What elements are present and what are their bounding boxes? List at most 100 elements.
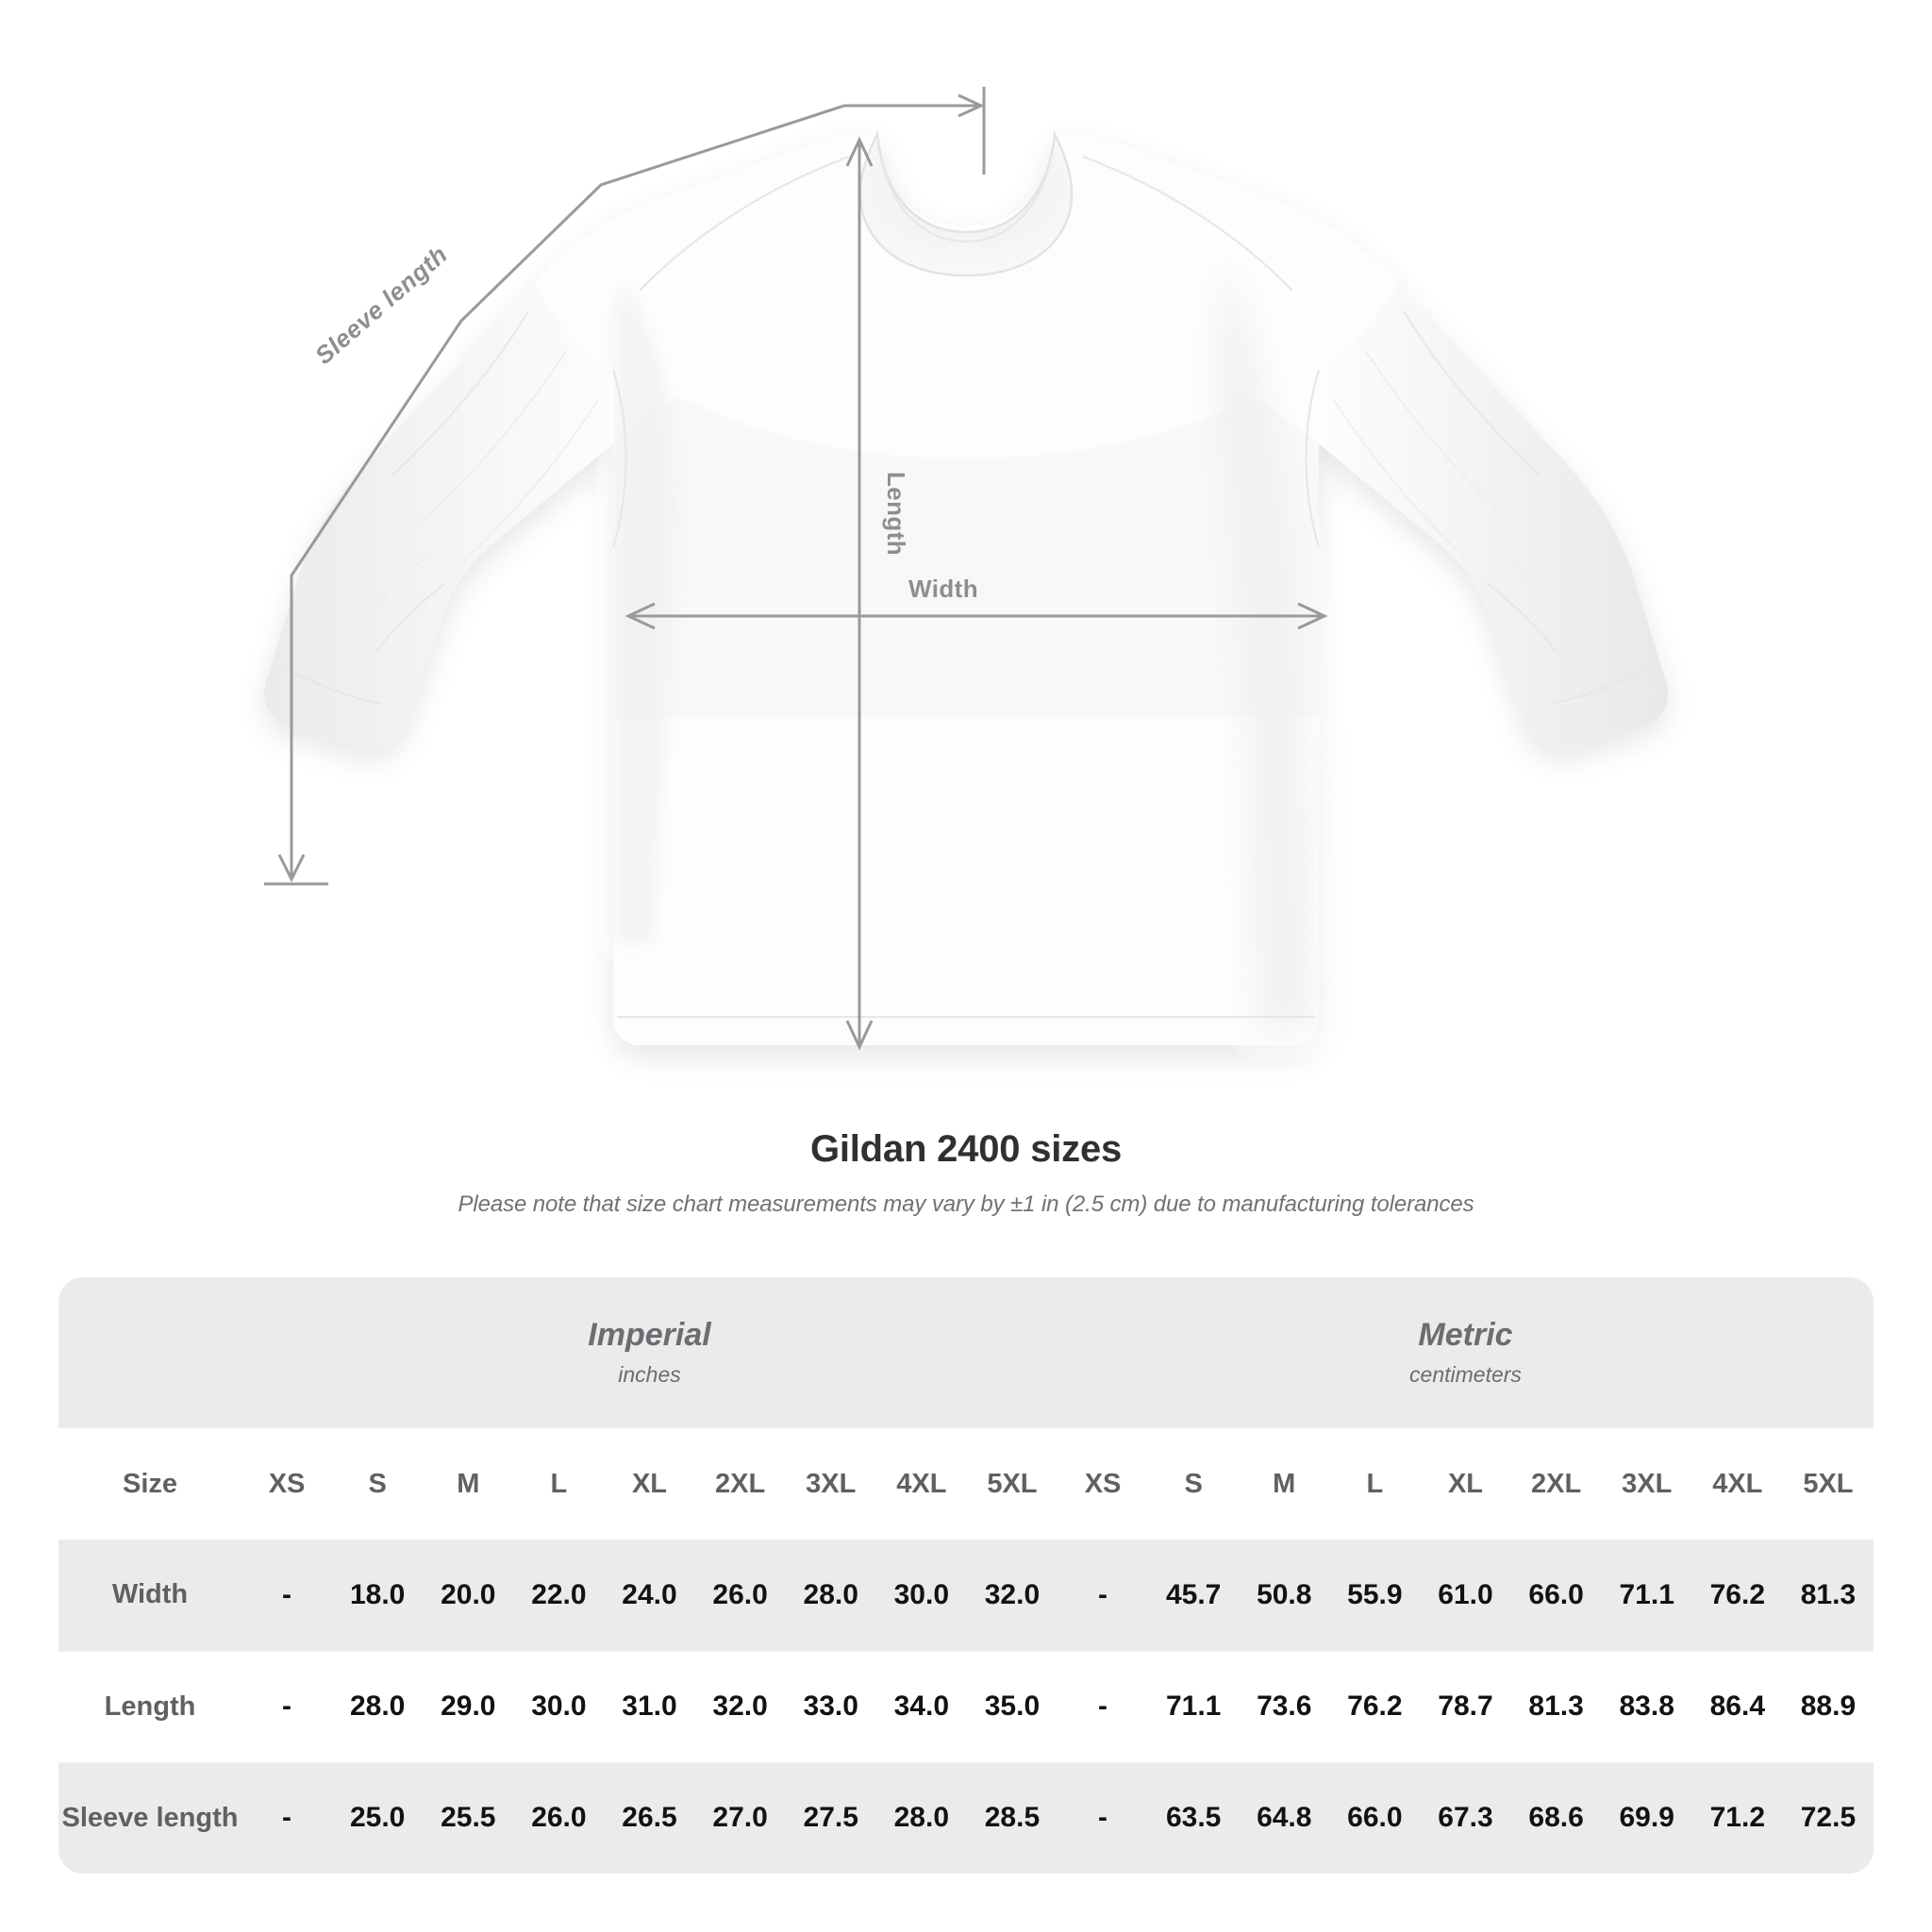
cell-sleeve-length-imperial-xs: - xyxy=(242,1762,333,1874)
cell-length-metric-xs: - xyxy=(1057,1651,1149,1763)
cell-length-metric-xl: 78.7 xyxy=(1420,1651,1511,1763)
shirt-fold-right xyxy=(1213,264,1313,1028)
cell-length-metric-l: 76.2 xyxy=(1329,1651,1421,1763)
unit-group-name: Metric xyxy=(1418,1316,1513,1353)
size-header-metric-xs: XS xyxy=(1057,1428,1149,1540)
cell-width-metric-4xl: 76.2 xyxy=(1691,1540,1783,1652)
size-header-imperial-s: S xyxy=(332,1428,424,1540)
sleeve-measure-diagonal xyxy=(290,104,845,877)
cell-sleeve-length-imperial-m: 25.5 xyxy=(423,1762,514,1874)
sleeve-left-wrinkles xyxy=(352,310,599,654)
cell-length-imperial-xs: - xyxy=(242,1651,333,1763)
cell-length-metric-s: 71.1 xyxy=(1148,1651,1240,1763)
cell-width-metric-m: 50.8 xyxy=(1239,1540,1330,1652)
size-header-imperial-l: L xyxy=(513,1428,605,1540)
size-header-metric-xl: XL xyxy=(1420,1428,1511,1540)
length-measure-arrowhead-bottom xyxy=(845,1020,874,1051)
sleeve-measure-arrowhead-right xyxy=(958,93,985,118)
size-header-imperial-2xl: 2XL xyxy=(694,1428,786,1540)
size-header-metric-s: S xyxy=(1148,1428,1240,1540)
table-row: Width -18.0 20.0 22.0 24.0 26.0 28.0 30.0 32.0-4… xyxy=(58,1540,1874,1652)
size-header-imperial-5xl: 5XL xyxy=(966,1428,1058,1540)
cell-width-imperial-3xl: 28.0 xyxy=(785,1540,876,1652)
cell-length-metric-3xl: 83.8 xyxy=(1601,1651,1692,1763)
tolerance-note: Please note that size chart measurements… xyxy=(458,1191,1474,1217)
length-measure-arrowhead-top xyxy=(845,136,874,167)
garment-diagram: Sleeve length Length Width xyxy=(264,87,1668,1051)
cell-length-imperial-s: 28.0 xyxy=(332,1651,424,1763)
sleeve-measure-arrowhead-down xyxy=(277,854,306,883)
cell-sleeve-length-metric-4xl: 71.2 xyxy=(1691,1762,1783,1874)
cell-width-imperial-m: 20.0 xyxy=(423,1540,514,1652)
shoulder-seam-left xyxy=(639,155,850,291)
cell-width-imperial-2xl: 26.0 xyxy=(694,1540,786,1652)
cell-width-metric-xs: - xyxy=(1057,1540,1149,1652)
table-row: Sleeve length -25.0 25.5 26.0 26.5 27.0 27.5 28… xyxy=(58,1762,1874,1874)
cell-sleeve-length-imperial-3xl: 27.5 xyxy=(785,1762,876,1874)
cell-length-imperial-5xl: 35.0 xyxy=(966,1651,1058,1763)
shoulder-seam-right xyxy=(1082,155,1293,291)
cell-width-imperial-xl: 24.0 xyxy=(604,1540,695,1652)
cell-width-metric-3xl: 71.1 xyxy=(1601,1540,1692,1652)
size-table: Imperial inches Metric centimeters Size XS S M L… xyxy=(58,1277,1874,1874)
row-label-length: Length xyxy=(58,1651,242,1763)
sleeve-left-shading xyxy=(264,283,613,749)
size-header-imperial-xs: XS xyxy=(242,1428,333,1540)
armhole-right xyxy=(1305,369,1321,548)
collar-inner-line xyxy=(879,158,1053,243)
unit-group-name: Imperial xyxy=(588,1316,711,1353)
cell-width-imperial-5xl: 32.0 xyxy=(966,1540,1058,1652)
size-header-imperial-3xl: 3XL xyxy=(785,1428,876,1540)
unit-group-subtitle: centimeters xyxy=(1409,1362,1522,1388)
size-header-metric-4xl: 4XL xyxy=(1691,1428,1783,1540)
cell-sleeve-length-metric-5xl: 72.5 xyxy=(1782,1762,1874,1874)
cell-width-imperial-4xl: 30.0 xyxy=(875,1540,967,1652)
size-header-label: Size xyxy=(58,1428,242,1540)
shirt-fold-left xyxy=(615,283,676,943)
shirt-illustration xyxy=(264,129,1668,1045)
cell-sleeve-length-imperial-s: 25.0 xyxy=(332,1762,424,1874)
size-table-container: Imperial inches Metric centimeters Size XS S M L… xyxy=(58,1277,1874,1874)
cell-width-metric-2xl: 66.0 xyxy=(1510,1540,1602,1652)
width-measure-arrowhead-right xyxy=(1297,602,1328,630)
size-header-metric-2xl: 2XL xyxy=(1510,1428,1602,1540)
cell-length-metric-5xl: 88.9 xyxy=(1782,1651,1874,1763)
length-label: Length xyxy=(882,472,910,556)
cell-sleeve-length-metric-l: 66.0 xyxy=(1329,1762,1421,1874)
width-measure-arrowhead-left xyxy=(625,602,656,630)
size-header-imperial-xl: XL xyxy=(604,1428,695,1540)
cell-length-imperial-m: 29.0 xyxy=(423,1651,514,1763)
cell-sleeve-length-imperial-5xl: 28.5 xyxy=(966,1762,1058,1874)
table-row: Length -28.0 29.0 30.0 31.0 32.0 33.0 34.0 35.0-… xyxy=(58,1651,1874,1763)
cell-width-imperial-xs: - xyxy=(242,1540,333,1652)
unit-header-row: Imperial inches Metric centimeters xyxy=(58,1277,1874,1428)
armhole-left xyxy=(611,369,627,548)
cell-sleeve-length-metric-3xl: 69.9 xyxy=(1601,1762,1692,1874)
cell-width-metric-l: 55.9 xyxy=(1329,1540,1421,1652)
sleeve-cuff-right xyxy=(1550,665,1650,706)
size-header-row: Size XS S M L XL 2XL 3XL 4XL 5XL XS S M L XL 2XL 3XL 4XL 5… xyxy=(58,1428,1874,1540)
cell-sleeve-length-metric-xl: 67.3 xyxy=(1420,1762,1511,1874)
size-header-metric-l: L xyxy=(1329,1428,1421,1540)
cell-length-imperial-4xl: 34.0 xyxy=(875,1651,967,1763)
sleeve-right-wrinkles xyxy=(1333,310,1580,654)
cell-sleeve-length-metric-m: 64.8 xyxy=(1239,1762,1330,1874)
sleeve-right-shading xyxy=(1319,283,1668,749)
sleeve-length-label: Sleeve length xyxy=(309,240,453,370)
size-header-metric-3xl: 3XL xyxy=(1601,1428,1692,1540)
cell-length-metric-m: 73.6 xyxy=(1239,1651,1330,1763)
cell-sleeve-length-imperial-4xl: 28.0 xyxy=(875,1762,967,1874)
size-header-metric-m: M xyxy=(1239,1428,1330,1540)
cell-sleeve-length-imperial-xl: 26.5 xyxy=(604,1762,695,1874)
title-block: Gildan 2400 sizes Please note that size … xyxy=(0,1128,1932,1218)
size-header-metric-5xl: 5XL xyxy=(1782,1428,1874,1540)
cell-sleeve-length-imperial-2xl: 27.0 xyxy=(694,1762,786,1874)
cell-sleeve-length-metric-xs: - xyxy=(1057,1762,1149,1874)
page-title: Gildan 2400 sizes xyxy=(809,1128,1123,1170)
cell-width-imperial-l: 22.0 xyxy=(513,1540,605,1652)
cell-width-metric-s: 45.7 xyxy=(1148,1540,1240,1652)
shirt-body-shading xyxy=(613,396,1319,717)
width-label: Width xyxy=(908,575,978,603)
cell-length-metric-4xl: 86.4 xyxy=(1691,1651,1783,1763)
cell-width-imperial-s: 18.0 xyxy=(332,1540,424,1652)
